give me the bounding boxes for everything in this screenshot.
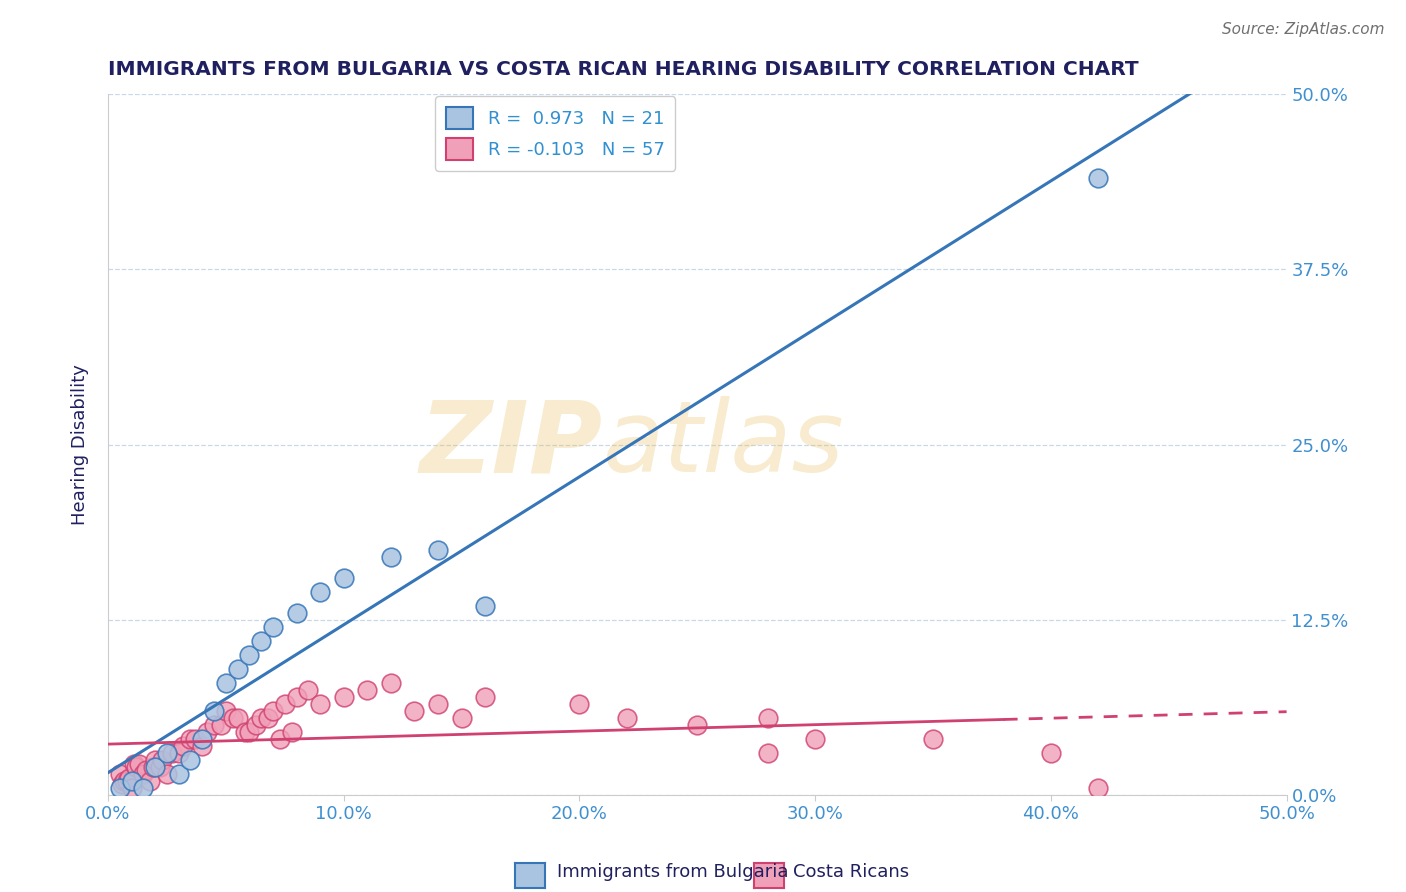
Point (139, 774, 162, 789)
Point (332, 690, 354, 704)
Point (226, 711, 249, 725)
Text: IMMIGRANTS FROM BULGARIA VS COSTA RICAN HEARING DISABILITY CORRELATION CHART: IMMIGRANTS FROM BULGARIA VS COSTA RICAN … (108, 60, 1139, 78)
Point (1039, 746, 1062, 760)
Point (108, 780, 131, 795)
Point (250, 711, 273, 725)
Point (202, 704, 225, 718)
Point (332, 571, 354, 585)
Point (167, 767, 190, 781)
Point (179, 731, 201, 746)
Point (238, 725, 260, 739)
Point (150, 753, 173, 767)
Point (191, 731, 214, 746)
Point (1087, 171, 1109, 186)
Point (226, 662, 249, 676)
Point (118, 771, 141, 785)
Point (115, 774, 138, 789)
Point (172, 739, 194, 753)
Point (281, 725, 304, 739)
Point (274, 697, 297, 711)
Point (297, 682, 319, 697)
Point (160, 746, 183, 760)
Point (143, 760, 166, 774)
Point (309, 697, 332, 711)
Point (380, 676, 402, 690)
Point (111, 777, 134, 791)
Point (380, 549, 402, 564)
Text: ZIP: ZIP (420, 396, 603, 493)
Point (121, 774, 143, 789)
Point (269, 731, 291, 746)
Point (238, 648, 260, 662)
Point (474, 690, 496, 704)
Point (135, 763, 157, 777)
Point (756, 746, 779, 760)
Point (233, 725, 256, 739)
Text: Costa Ricans: Costa Ricans (793, 863, 910, 881)
Point (209, 718, 232, 732)
Point (132, 767, 155, 781)
Point (427, 697, 450, 711)
Point (245, 718, 267, 732)
Point (309, 584, 332, 599)
Point (262, 620, 284, 634)
Point (616, 711, 638, 725)
Point (202, 718, 225, 732)
Point (179, 753, 201, 767)
Point (132, 780, 155, 795)
Point (804, 731, 827, 746)
Text: atlas: atlas (603, 396, 845, 493)
Point (257, 711, 280, 725)
Point (215, 704, 238, 718)
Point (427, 542, 450, 557)
Text: Source: ZipAtlas.com: Source: ZipAtlas.com (1222, 22, 1385, 37)
Point (450, 711, 472, 725)
Point (128, 757, 150, 772)
Point (184, 731, 207, 746)
Point (108, 767, 131, 781)
Point (222, 711, 245, 725)
Point (285, 690, 308, 704)
Point (156, 746, 179, 760)
Point (167, 746, 190, 760)
Point (191, 739, 214, 753)
Point (149, 760, 172, 774)
Point (215, 676, 238, 690)
Point (250, 633, 273, 648)
Point (1087, 780, 1109, 795)
Point (756, 711, 779, 725)
Point (114, 774, 136, 789)
Point (285, 606, 308, 620)
Y-axis label: Hearing Disability: Hearing Disability (72, 364, 89, 525)
Point (922, 731, 945, 746)
Point (356, 682, 378, 697)
Text: Immigrants from Bulgaria: Immigrants from Bulgaria (557, 863, 789, 881)
Legend: R =  0.973   N = 21, R = -0.103   N = 57: R = 0.973 N = 21, R = -0.103 N = 57 (436, 96, 675, 170)
Point (404, 704, 426, 718)
Point (686, 718, 709, 732)
Point (122, 757, 145, 772)
Point (156, 767, 179, 781)
Point (474, 599, 496, 613)
Point (143, 753, 166, 767)
Point (125, 760, 148, 774)
Point (195, 725, 218, 739)
Point (121, 780, 143, 795)
Point (568, 697, 591, 711)
Point (262, 704, 284, 718)
Point (142, 760, 165, 774)
